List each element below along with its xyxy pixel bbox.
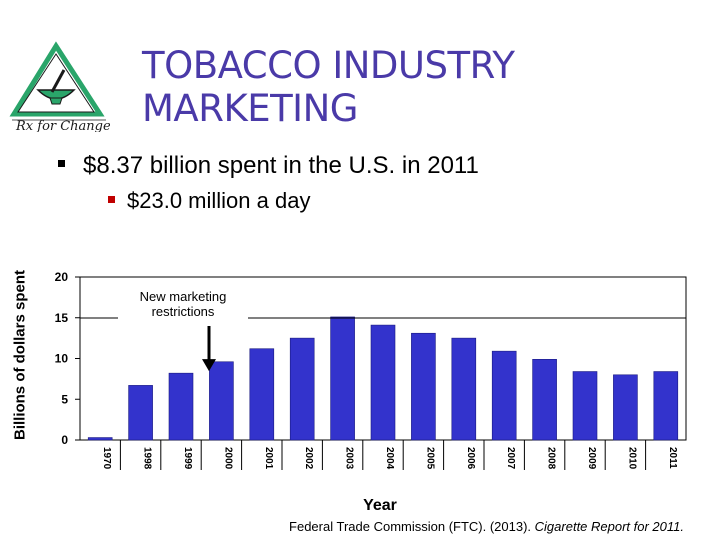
y-tick-label: 20 [55,270,69,284]
annotation-arrow-icon [202,359,216,372]
x-tick-label-2007: 2007 [505,447,516,470]
y-tick-label: 0 [61,433,68,447]
bar-2003 [330,316,355,441]
logo-text: Rx for Change [15,119,110,132]
annotation-new-marketing-restrictions: New marketing restrictions [118,289,248,319]
annotation-line-1: New marketing [139,289,227,304]
source-title: Cigarette Report for 2011. [534,519,684,534]
y-tick-label: 5 [61,392,68,406]
bar-1999 [168,372,194,441]
x-tick-label-2001: 2001 [263,447,274,470]
title-line-1: TOBACCO INDUSTRY [142,44,515,87]
x-tick-label-2006: 2006 [465,447,476,470]
bar-2011 [653,371,679,441]
source-citation: Federal Trade Commission (FTC). (2013). … [200,519,684,534]
bar-2009 [572,371,598,441]
x-tick-label-1999: 1999 [182,447,193,470]
bar-2002 [289,337,315,441]
x-tick-label-1970: 1970 [101,447,112,470]
bar-1998 [128,385,153,441]
y-axis-label-text: Billions of dollars spent [11,269,29,441]
bullet-main: $8.37 billion spent in the U.S. in 2011 [58,152,479,180]
source-prefix: Federal Trade Commission (FTC). (2013). [289,519,535,534]
bullet-square-red-icon [108,195,115,203]
bullet-sub: $23.0 million a day [108,188,310,214]
x-tick-label-2000: 2000 [222,447,233,470]
x-tick-label-2003: 2003 [344,447,355,470]
annotation-line-2: restrictions [151,304,215,319]
x-tick-label-2010: 2010 [626,447,637,470]
x-tick-label-2008: 2008 [546,447,557,470]
bar-2006 [451,337,477,441]
title-line-2: MARKETING [142,87,358,130]
bar-2004 [370,324,396,441]
bar-2000 [209,361,234,441]
bullet-main-text: $8.37 billion spent in the U.S. in 2011 [83,152,479,179]
x-tick-label-2009: 2009 [586,447,597,470]
x-tick-label-2002: 2002 [303,447,314,470]
x-axis-label: Year [363,497,397,514]
bar-2001 [249,348,275,441]
y-tick-label: 15 [55,311,69,325]
bar-2008 [532,359,557,441]
y-axis-label: Billions of dollars spent [2,250,38,460]
x-tick-label-2005: 2005 [424,447,435,470]
bar-2007 [491,350,517,441]
bar-2010 [613,374,638,441]
y-tick-label: 10 [55,352,69,366]
bar-2005 [411,332,436,441]
x-tick-label-1998: 1998 [142,447,153,470]
bullet-square-icon [58,160,65,168]
x-tick-label-2011: 2011 [667,447,678,469]
rx-for-change-logo: Rx for Change [9,41,110,132]
x-tick-label-2004: 2004 [384,447,395,470]
slide-title: TOBACCO INDUSTRY MARKETING [142,44,662,130]
bar-1970 [87,437,113,441]
bullet-sub-text: $23.0 million a day [127,188,311,213]
